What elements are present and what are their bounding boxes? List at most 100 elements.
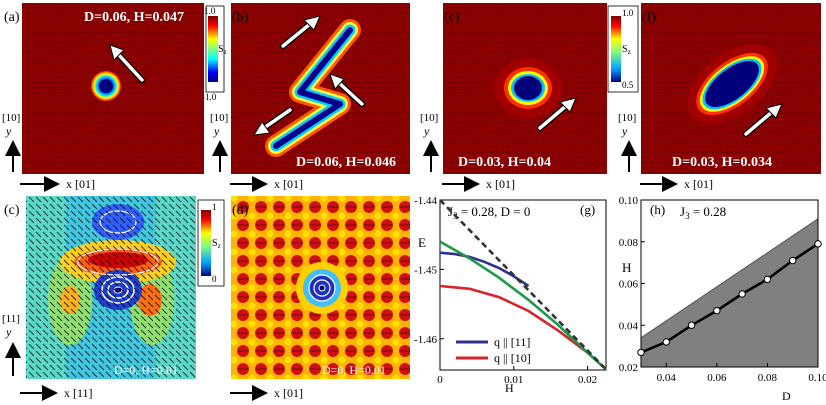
chart-g-legend-10: q || [10]: [494, 351, 531, 365]
axis-b-y: y: [213, 124, 220, 138]
chart-h-ytick-label: 0.08: [619, 237, 639, 249]
colorbar-top-right-min: 0.5: [622, 80, 634, 90]
axis-f-x01: x [01]: [684, 177, 713, 191]
axis-c-x11: x [11]: [64, 386, 93, 400]
axis-b-x01: x [01]: [274, 177, 303, 191]
axis-f-y: y: [621, 124, 628, 138]
colorbar-bottom-left-max: 1: [212, 202, 217, 212]
chart-g-letter: (g): [580, 202, 595, 217]
panel-b-arrow-icon-top: [280, 15, 321, 49]
colorbar-bottom-left-sub: z: [218, 242, 221, 250]
colorbar-top-right-sub: z: [628, 48, 631, 56]
chart-g: (g) J3 = 0.28, D = 0 E H 0 0.01 0.02 -1.44 -…: [414, 195, 607, 395]
panel-b-stripe-core: [273, 27, 353, 149]
panel-a-letter: (a): [4, 10, 20, 25]
chart-g-series-0: [439, 251, 530, 288]
colorbar-top-left: 1.0 -1.0 Sz: [202, 5, 227, 102]
chart-h-ylabel: H: [622, 260, 631, 275]
chart-g-ytick-label: -1.46: [414, 334, 437, 346]
axis-e-y10: [10]: [420, 112, 438, 124]
axis-c-y: y: [5, 325, 12, 339]
chart-h-point: [687, 321, 696, 329]
panel-e-letter: (e): [444, 10, 460, 25]
axis-indicator-top-e: [10] y x [01]: [420, 112, 515, 192]
chart-g-legend: q || [11] q || [10]: [456, 335, 531, 365]
colorbar-top-left-sub: z: [224, 48, 227, 56]
chart-h: (h) J3 = 0.28 H D 0.04 0.06 0.08 0.10 0.02 0.…: [619, 195, 826, 403]
chart-g-ytick-label: -1.44: [414, 195, 437, 207]
panel-f-letter: (f): [642, 10, 656, 25]
axis-indicator-bottom-d: x [01]: [230, 385, 303, 401]
panel-b-caption: D=0.06, H=0.046: [296, 155, 396, 170]
svg-text:Sz: Sz: [622, 44, 631, 56]
colorbar-top-right-gradient: [611, 16, 621, 82]
chart-g-frame: [439, 199, 607, 371]
panel-d-caption: D=0, H=0.01: [322, 363, 386, 377]
chart-g-xtick-label: 0.01: [504, 374, 523, 386]
colorbar-top-right-max: 1.0: [622, 8, 634, 18]
chart-h-point: [763, 275, 772, 284]
panel-d-letter: (d): [232, 203, 249, 218]
panel-b-arrow-icon-mid: [329, 73, 365, 107]
chart-h-xlabel: D: [782, 389, 791, 403]
axis-c-y11: [11]: [2, 313, 20, 325]
panel-a: (a) D=0.06, H=0.047: [4, 3, 204, 174]
chart-h-point: [789, 256, 797, 265]
axis-b-y10: [10]: [210, 112, 228, 124]
chart-h-xtick-label: 0.04: [657, 372, 677, 384]
chart-h-xtick-label: 0.08: [758, 372, 778, 384]
axis-indicator-bottom-c: [11] y x [11]: [2, 313, 93, 401]
chart-h-title: J3 = 0.28: [680, 204, 726, 221]
chart-h-upper-boundary: [640, 218, 819, 339]
panel-e-skyrmion: [514, 76, 542, 100]
panel-a-caption: D=0.06, H=0.047: [84, 10, 184, 25]
colorbar-top-left-label: S: [218, 44, 224, 55]
colorbar-top-right-label: S: [622, 44, 628, 55]
chart-h-ytick-label: 0.06: [619, 279, 639, 291]
chart-h-ytick-label: 0.10: [619, 195, 639, 207]
chart-g-xtick-label: 0: [437, 374, 443, 386]
chart-g-series-2: [439, 240, 607, 371]
colorbar-top-left-max: 1.0: [204, 6, 216, 16]
panel-e-arrow-icon: [537, 97, 577, 131]
chart-h-point: [637, 348, 645, 357]
chart-h-point: [738, 290, 746, 298]
axis-a-x01: x [01]: [66, 177, 95, 191]
svg-text:Sz: Sz: [218, 44, 227, 56]
chart-h-ytick-label: 0.02: [619, 362, 638, 374]
colorbar-bottom-left-gradient: [201, 210, 211, 276]
chart-g-title: J3 = 0.28, D = 0: [448, 204, 530, 221]
axis-indicator-top-f: [10] y x [01]: [618, 112, 713, 192]
chart-h-point: [814, 240, 822, 248]
axis-f-y10: [10]: [618, 112, 636, 124]
panel-f: (f) D=0.03, H=0.034: [641, 3, 821, 174]
chart-g-ytick-label: -1.45: [414, 264, 437, 276]
panel-b-letter: (b): [232, 10, 249, 25]
panel-c-letter: (c): [4, 203, 20, 218]
colorbar-bottom-left: 1 0 Sz: [197, 199, 225, 287]
colorbar-bottom-left-min: 0: [212, 274, 217, 284]
colorbar-top-left-min: -1.0: [202, 92, 217, 102]
panel-f-caption: D=0.03, H=0.034: [672, 155, 772, 170]
panel-f-skyrmion: [705, 61, 759, 107]
axis-a-y: y: [5, 124, 12, 138]
chart-h-xtick-label: 0.06: [707, 372, 727, 384]
chart-h-point: [713, 306, 721, 315]
chart-h-boundary-line: [640, 242, 819, 354]
panel-c: (c) D=0, H=0.01: [4, 196, 196, 379]
chart-g-xlabel: H: [505, 381, 514, 395]
colorbar-bottom-left-label: S: [212, 238, 218, 249]
axis-indicator-top-a: [10] y x [01]: [2, 112, 95, 192]
colorbar-top-left-gradient: [208, 16, 218, 82]
panel-e: (e) D=0.03, H=0.04: [443, 3, 607, 174]
chart-h-point: [662, 338, 670, 346]
chart-g-legend-11: q || [11]: [494, 335, 530, 349]
panel-d: (d) D=0, H=0.01: [231, 196, 410, 379]
axis-d-x01: x [01]: [274, 386, 303, 400]
axis-a-y10: [10]: [2, 112, 20, 124]
axis-e-y: y: [423, 124, 430, 138]
chart-g-ylabel: E: [418, 235, 426, 250]
chart-h-xtick-label: 0.10: [808, 372, 826, 384]
chart-h-ytick-label: 0.04: [619, 320, 639, 332]
